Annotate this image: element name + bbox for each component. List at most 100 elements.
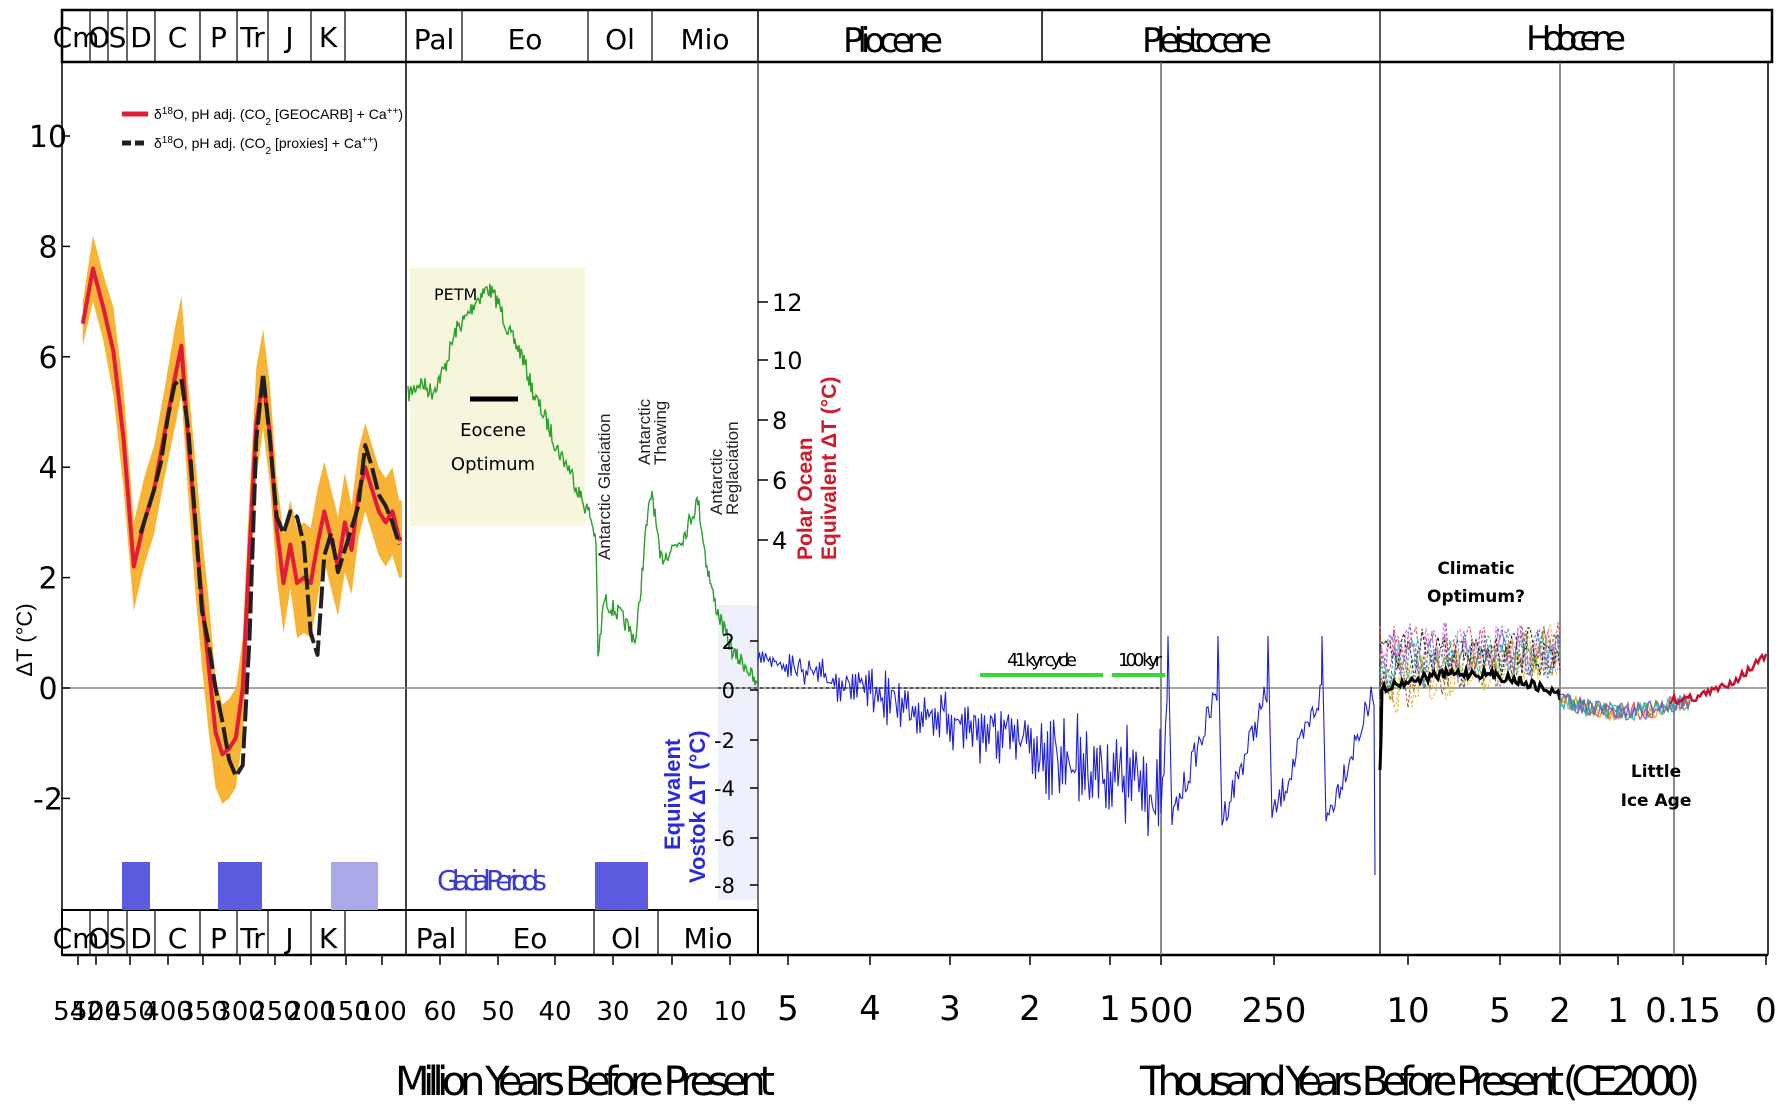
polar-tick-label: 6 [772,467,787,495]
antarctic-reglaciation-label-2: Reglaciation [723,421,742,515]
period-label: C [168,922,188,955]
series-line-proxies [138,371,402,779]
eocene-optimum-label-1: Eocene [460,420,526,441]
glacial-bar [595,862,648,910]
x-tick-label: 350 [178,997,228,1027]
period-separators [89,10,759,955]
vostok-tick-label: -4 [714,777,735,801]
polar-tick-label: 10 [772,347,803,375]
x-tick-label: 5 [777,989,799,1029]
holocene-proxy-line [1379,632,1561,690]
period-label: Cm [53,21,100,54]
polar-axis-label-2: Equivalent ΔT (°C) [818,377,841,560]
period-label: Ol [611,922,641,955]
x-tick-label: 4 [859,989,881,1029]
polar-tick-label: 4 [772,527,787,555]
little-ice-age-label-1: Little [1631,762,1681,782]
x-tick-label: 542 [53,997,103,1027]
holocene-mean-line [1378,663,1562,771]
x-tick-label: 100 [357,997,407,1027]
x-tick-label: 0 [1755,991,1777,1031]
holocene-proxy-line [1379,627,1561,677]
period-label: J [283,922,293,955]
period-label: K [319,922,338,955]
x-tick-label: 500 [1129,991,1194,1031]
glacial-bar [122,862,150,910]
period-label: P [210,21,227,54]
holocene-proxy-line [1379,623,1561,715]
last-2kyr-proxy-line [1559,692,1691,721]
x-tick-label: 450 [105,997,155,1027]
x-tick-label: 50 [481,997,514,1027]
cycle-100-label: 100 kyr [1118,650,1163,671]
y-axis-ticks: 10 8 6 4 2 0 -2 [29,120,70,817]
petm-label: PETM [434,285,477,304]
period-label: K [319,21,338,54]
y-tick-label: 0 [38,672,57,707]
x-tick-label: 300 [215,997,265,1027]
eocene-optimum-label-2: Optimum [451,454,535,475]
polar-axis-label-1: Polar Ocean [794,437,817,560]
x-tick-label: 250 [1242,991,1307,1031]
x-tick-label: 400 [143,997,193,1027]
polar-tick-label: 8 [772,407,787,435]
y-tick-label: 4 [38,451,57,486]
x-tick-label: 250 [250,997,300,1027]
period-label: Pal [414,23,455,56]
little-ice-age-label-2: Ice Age [1621,791,1692,811]
x-tick-label: 150 [321,997,371,1027]
x-tick-label: 2 [1549,991,1571,1031]
instrumental-line [1668,652,1768,706]
x-tick-label: 3 [939,989,961,1029]
antarctic-thawing-label-1: Antarctic [635,398,654,465]
x-tick-label: 60 [423,997,456,1027]
period-label: Mio [680,23,729,56]
period-label: Tr [239,922,265,955]
period-label: Ol [605,23,635,56]
glacial-periods-label: Glacial Periods [437,864,547,897]
period-label: Cm [53,922,100,955]
antarctic-reglaciation-label-1: Antarctic [707,448,726,515]
epoch-label-pliocene: Pliocene [843,21,943,61]
period-label: S [109,21,127,54]
y-tick-label: 10 [29,120,67,155]
glacial-bar [218,862,262,910]
x-tick-label: 2 [1019,989,1041,1029]
period-label: Eo [508,23,543,56]
x-tick-label: 0.15 [1645,991,1721,1031]
period-label: C [168,21,188,54]
y-tick-label: 2 [38,562,57,597]
vostok-axis-label-1: Equivalent [660,738,685,850]
polar-tick-label: 12 [772,289,803,317]
epoch-label-pleistocene: Pleistocene [1142,21,1272,61]
climatic-optimum-label-1: Climatic [1437,559,1514,579]
vostok-tick-label: -8 [714,874,735,898]
holocene-proxy-line [1379,622,1561,677]
x-axis-label-right: Thousand Years Before Present (CE2000) [1139,1059,1700,1105]
x-tick-label: 500 [71,997,121,1027]
x-tick-label: 1 [1607,991,1629,1031]
period-label: S [109,922,127,955]
antarctic-glaciation-label: Antarctic Glaciation [595,414,614,560]
period-label: Tr [239,21,265,54]
period-label: O [88,21,110,54]
vostok-temperature-line [757,635,1376,876]
period-label: D [130,21,152,54]
climatic-optimum-label-2: Optimum? [1427,587,1525,607]
x-tick-label: 20 [655,997,688,1027]
x-tick-label: 30 [596,997,629,1027]
antarctic-thawing-label-2: Thawing [651,401,670,465]
x-tick-label: 10 [713,997,746,1027]
holocene-proxy-line [1379,622,1561,677]
vostok-tick-label: -2 [714,729,735,753]
y-tick-label: 8 [38,230,57,265]
period-label: J [283,21,293,54]
holocene-reconstructions [1378,622,1768,771]
y-tick-label: -2 [33,782,63,817]
vostok-tick-label: -6 [714,827,735,851]
holocene-proxy-line [1379,629,1561,692]
